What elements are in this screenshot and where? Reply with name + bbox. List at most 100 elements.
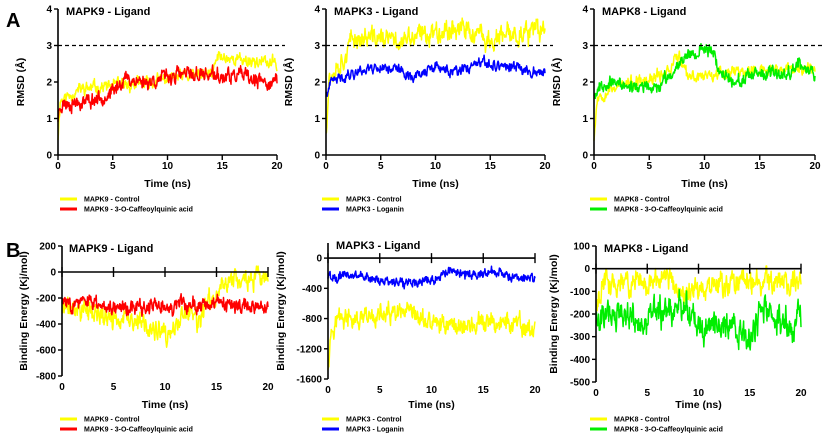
- x-tick-label: 0: [325, 385, 331, 396]
- y-tick-label: -400: [36, 320, 56, 331]
- y-axis-label: Binding Energy (Kj/mol): [275, 251, 287, 371]
- x-axis-label: Time (ns): [675, 399, 721, 411]
- series-line-2: [327, 265, 536, 290]
- x-tick-label: 15: [478, 385, 490, 396]
- x-tick-label: 5: [111, 382, 117, 393]
- chart-b3: -500 -400 -300 -200 -100 0 100 0 5 10 15 20 MAPK8 - …: [548, 242, 807, 434]
- y-tick-label: -500: [570, 378, 590, 389]
- legend-entry: MAPK9 - 3-O-Caffeoylquinic acid: [84, 207, 193, 214]
- x-tick-label: 20: [539, 161, 551, 172]
- legend: MAPK9 - Control MAPK9 - 3-O-Caffeoylquini…: [60, 417, 193, 434]
- legend-entry: MAPK8 - 3-O-Caffeoylquinic acid: [614, 207, 723, 214]
- x-tick-label: 20: [809, 161, 821, 172]
- legend: MAPK3 - Control MAPK3 - Loganin: [322, 197, 404, 214]
- y-tick-label: 3: [314, 41, 320, 52]
- x-tick-label: 5: [110, 161, 116, 172]
- y-tick-label: -1200: [296, 344, 322, 355]
- x-tick-label: 10: [159, 382, 171, 393]
- series-line-2: [57, 64, 278, 122]
- series-line-2: [325, 54, 546, 97]
- legend: MAPK8 - Control MAPK8 - 3-O-Caffeoylquini…: [590, 197, 723, 214]
- x-tick-label: 20: [262, 382, 274, 393]
- y-tick-label: -100: [570, 287, 590, 298]
- y-tick-label: 2: [46, 78, 52, 89]
- legend-entry: MAPK9 - Control: [84, 417, 140, 424]
- x-tick-label: 15: [217, 161, 229, 172]
- legend: MAPK9 - Control MAPK9 - 3-O-Caffeoylquini…: [60, 197, 193, 214]
- legend-entry: MAPK9 - Control: [84, 197, 140, 204]
- y-axis-label: Binding Energy (Kj/mol): [18, 251, 30, 371]
- y-tick-label: 4: [314, 5, 320, 16]
- series-line-2: [595, 289, 802, 351]
- chart-a1: 0 1 2 3 4 0 5 10 15 20 MAPK9 - Ligand Time (ns) RMSD…: [14, 5, 285, 214]
- x-tick-label: 10: [699, 161, 711, 172]
- chart-title: MAPK8 - Ligand: [604, 243, 688, 255]
- x-tick-label: 0: [593, 388, 599, 399]
- x-tick-label: 0: [55, 161, 61, 172]
- y-tick-label: -200: [570, 310, 590, 321]
- x-tick-label: 10: [426, 385, 438, 396]
- y-tick-label: 4: [582, 5, 588, 16]
- x-tick-label: 20: [529, 385, 541, 396]
- series-line-2: [61, 292, 269, 317]
- legend-entry: MAPK3 - Loganin: [346, 427, 404, 434]
- y-tick-label: 2: [314, 78, 320, 89]
- x-tick-label: 15: [744, 388, 756, 399]
- y-tick-label: -300: [570, 332, 590, 343]
- chart-title: MAPK3 - Ligand: [336, 240, 420, 252]
- x-tick-label: 0: [591, 161, 597, 172]
- x-axis-label: Time (ns): [412, 178, 458, 190]
- x-axis-label: Time (ns): [681, 178, 727, 190]
- x-tick-label: 5: [378, 161, 384, 172]
- chart-title: MAPK3 - Ligand: [334, 6, 418, 18]
- y-tick-label: 1: [582, 114, 588, 125]
- chart-a2: 0 1 2 3 4 0 5 10 15 20 MAPK3 - Ligand Time (ns) RMSD…: [282, 5, 553, 214]
- x-axis-label: Time (ns): [142, 399, 188, 411]
- y-tick-label: 2: [582, 78, 588, 89]
- y-tick-label: -1600: [296, 375, 322, 386]
- legend-entry: MAPK9 - 3-O-Caffeoylquinic acid: [84, 427, 193, 434]
- y-tick-label: 1: [314, 114, 320, 125]
- x-tick-label: 15: [485, 161, 497, 172]
- x-tick-label: 10: [162, 161, 174, 172]
- legend-entry: MAPK3 - Loganin: [346, 207, 404, 214]
- y-tick-label: -800: [36, 372, 56, 383]
- y-tick-label: -400: [570, 355, 590, 366]
- y-tick-label: 0: [50, 268, 56, 279]
- series-line-1: [593, 50, 816, 141]
- legend-entry: MAPK8 - Control: [614, 417, 670, 424]
- series-line-1: [595, 265, 802, 312]
- series-line-1: [327, 300, 536, 370]
- x-tick-label: 15: [754, 161, 766, 172]
- x-tick-label: 15: [211, 382, 223, 393]
- legend: MAPK3 - Control MAPK3 - Loganin: [322, 417, 404, 434]
- series-line-2: [593, 43, 816, 100]
- chart-a3: 0 1 2 3 4 0 5 10 15 20 MAPK8 - Ligand Time (ns) RMSD…: [550, 5, 823, 214]
- y-tick-label: 0: [316, 254, 322, 265]
- y-axis-label: Binding Energy (Kj/mol): [548, 254, 560, 374]
- y-tick-label: 0: [314, 151, 320, 162]
- panel-label-b: B: [6, 240, 20, 262]
- x-tick-label: 5: [377, 385, 383, 396]
- legend-entry: MAPK3 - Control: [346, 197, 402, 204]
- legend: MAPK8 - Control MAPK8 - 3-O-Caffeoylquini…: [590, 417, 723, 434]
- y-tick-label: -800: [302, 314, 322, 325]
- x-tick-label: 10: [693, 388, 705, 399]
- chart-title: MAPK9 - Ligand: [69, 243, 153, 255]
- x-axis-label: Time (ns): [408, 399, 454, 411]
- y-tick-label: 3: [582, 41, 588, 52]
- y-axis-label: RMSD (Å): [282, 58, 295, 106]
- chart-b2: -1600 -1200 -800 -400 0 0 5 10 15 20 MAPK3 - Ligan…: [275, 240, 541, 434]
- x-tick-label: 0: [323, 161, 329, 172]
- x-tick-label: 20: [271, 161, 283, 172]
- chart-title: MAPK8 - Ligand: [602, 6, 686, 18]
- y-tick-label: 200: [39, 242, 56, 253]
- y-tick-label: 1: [46, 114, 52, 125]
- y-tick-label: 100: [573, 242, 590, 253]
- y-tick-label: 0: [582, 151, 588, 162]
- x-tick-label: 20: [795, 388, 807, 399]
- x-axis-label: Time (ns): [144, 178, 190, 190]
- x-tick-label: 5: [644, 388, 650, 399]
- series-line-1: [325, 17, 546, 134]
